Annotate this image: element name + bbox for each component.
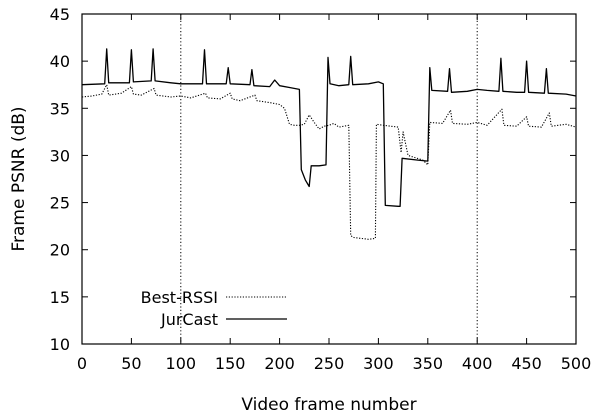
x-tick-label: 450 (511, 354, 542, 373)
x-tick-label: 100 (166, 354, 197, 373)
legend-label: Best-RSSI (141, 288, 218, 307)
y-tick-label: 30 (50, 146, 70, 165)
x-tick-label: 350 (413, 354, 444, 373)
x-axis-label: Video frame number (241, 395, 416, 414)
y-tick-label: 25 (50, 194, 70, 213)
x-tick-label: 300 (363, 354, 394, 373)
y-tick-label: 20 (50, 241, 70, 260)
series-line-jurcast (81, 48, 577, 207)
x-tick-label: 500 (561, 354, 592, 373)
axis-ticks: 0 50 100 150 200 250 300 350 400 450 500 10 15 20 25 30… (50, 5, 592, 373)
reference-lines (180, 14, 478, 344)
x-tick-label: 0 (77, 354, 87, 373)
x-tick-label: 150 (215, 354, 246, 373)
y-tick-label: 35 (50, 99, 70, 118)
y-tick-label: 10 (50, 335, 70, 354)
y-axis-label: Frame PSNR (dB) (9, 106, 29, 251)
series-lines (81, 48, 577, 240)
series-line-best-rssi (81, 84, 577, 240)
x-tick-label: 250 (314, 354, 345, 373)
x-tick-label: 50 (121, 354, 141, 373)
legend-label: JurCast (160, 310, 218, 329)
x-tick-label: 400 (462, 354, 493, 373)
y-tick-label: 45 (50, 5, 70, 24)
x-tick-label: 200 (264, 354, 295, 373)
y-tick-label: 15 (50, 288, 70, 307)
y-tick-label: 40 (50, 52, 70, 71)
legend: Best-RSSI JurCast (141, 288, 287, 329)
